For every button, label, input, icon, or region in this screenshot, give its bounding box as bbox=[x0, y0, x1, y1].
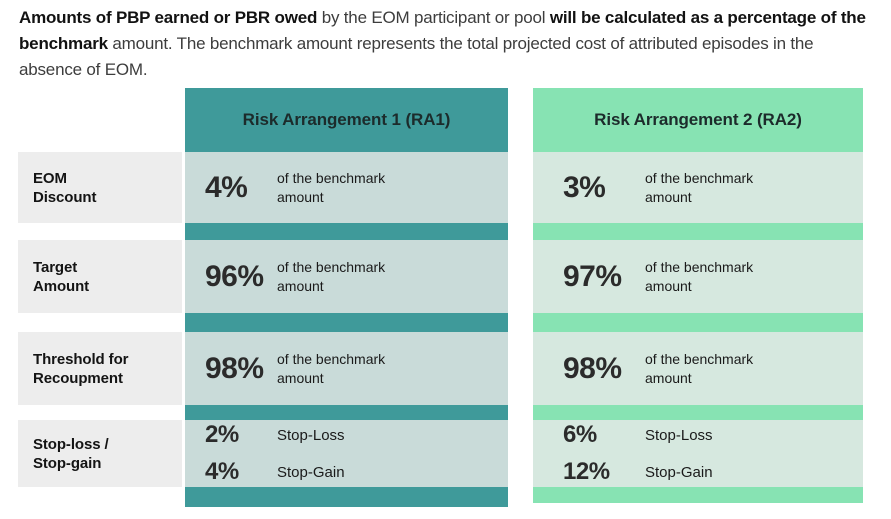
value-ra2-target-amount: 97% bbox=[563, 259, 622, 293]
ra1-column-header: Risk Arrangement 1 (RA1) bbox=[242, 110, 451, 129]
cell-ra1-threshold-recoupment: 98% of the benchmark amount bbox=[185, 332, 508, 405]
label-ra1-stoploss: Stop-Loss bbox=[277, 426, 345, 444]
intro-text-segment-2: amount. The benchmark amount represents … bbox=[19, 34, 814, 79]
label-ra2-stoploss: Stop-Loss bbox=[645, 426, 713, 444]
cell-ra1-stoploss-stopgain: 2% Stop-Loss 4% Stop-Gain bbox=[185, 420, 508, 487]
value-ra1-stoploss: 2% bbox=[205, 421, 239, 448]
desc-ra1-eom-discount: of the benchmark amount bbox=[277, 169, 386, 205]
ra2-stoploss-row: 6% Stop-Loss bbox=[563, 421, 863, 449]
ra1-stoploss-row: 2% Stop-Loss bbox=[205, 421, 508, 449]
desc-ra1-target-amount: of the benchmark amount bbox=[277, 258, 386, 294]
value-ra1-threshold-recoupment: 98% bbox=[205, 351, 264, 385]
desc-ra1-threshold-recoupment: of the benchmark amount bbox=[277, 350, 386, 386]
label-ra2-stopgain: Stop-Gain bbox=[645, 463, 713, 481]
cell-ra2-target-amount: 97% of the benchmark amount bbox=[533, 240, 863, 313]
intro-bold-segment-2: will be calculated as a percentage of th… bbox=[19, 8, 866, 53]
label-ra1-stopgain: Stop-Gain bbox=[277, 463, 345, 481]
value-ra1-target-amount: 96% bbox=[205, 259, 264, 293]
value-ra1-stopgain: 4% bbox=[205, 458, 239, 485]
row-label-stoploss-stopgain: Stop-loss / Stop-gain bbox=[18, 420, 182, 487]
value-ra2-eom-discount: 3% bbox=[563, 170, 606, 204]
value-ra2-stopgain: 12% bbox=[563, 458, 610, 485]
intro-bold-segment-1: Amounts of PBP earned or PBR owed bbox=[19, 8, 318, 27]
value-ra1-eom-discount: 4% bbox=[205, 170, 248, 204]
desc-ra2-target-amount: of the benchmark amount bbox=[645, 258, 754, 294]
cell-ra2-stoploss-stopgain: 6% Stop-Loss 12% Stop-Gain bbox=[533, 420, 863, 487]
ra2-stopgain-row: 12% Stop-Gain bbox=[563, 458, 863, 486]
row-label-threshold-recoupment: Threshold for Recoupment bbox=[18, 332, 182, 405]
value-ra2-threshold-recoupment: 98% bbox=[563, 351, 622, 385]
cell-ra2-eom-discount: 3% of the benchmark amount bbox=[533, 152, 863, 223]
row-label-target-amount: Target Amount bbox=[18, 240, 182, 313]
row-label-eom-discount: EOM Discount bbox=[18, 152, 182, 223]
desc-ra2-eom-discount: of the benchmark amount bbox=[645, 169, 754, 205]
ra2-column-header: Risk Arrangement 2 (RA2) bbox=[594, 110, 802, 129]
cell-ra1-eom-discount: 4% of the benchmark amount bbox=[185, 152, 508, 223]
desc-ra2-threshold-recoupment: of the benchmark amount bbox=[645, 350, 754, 386]
cell-ra1-target-amount: 96% of the benchmark amount bbox=[185, 240, 508, 313]
intro-text-segment-1: by the EOM participant or pool bbox=[317, 8, 550, 27]
intro-paragraph: Amounts of PBP earned or PBR owed by the… bbox=[19, 5, 877, 83]
cell-ra2-threshold-recoupment: 98% of the benchmark amount bbox=[533, 332, 863, 405]
value-ra2-stoploss: 6% bbox=[563, 421, 597, 448]
ra1-stopgain-row: 4% Stop-Gain bbox=[205, 458, 508, 486]
